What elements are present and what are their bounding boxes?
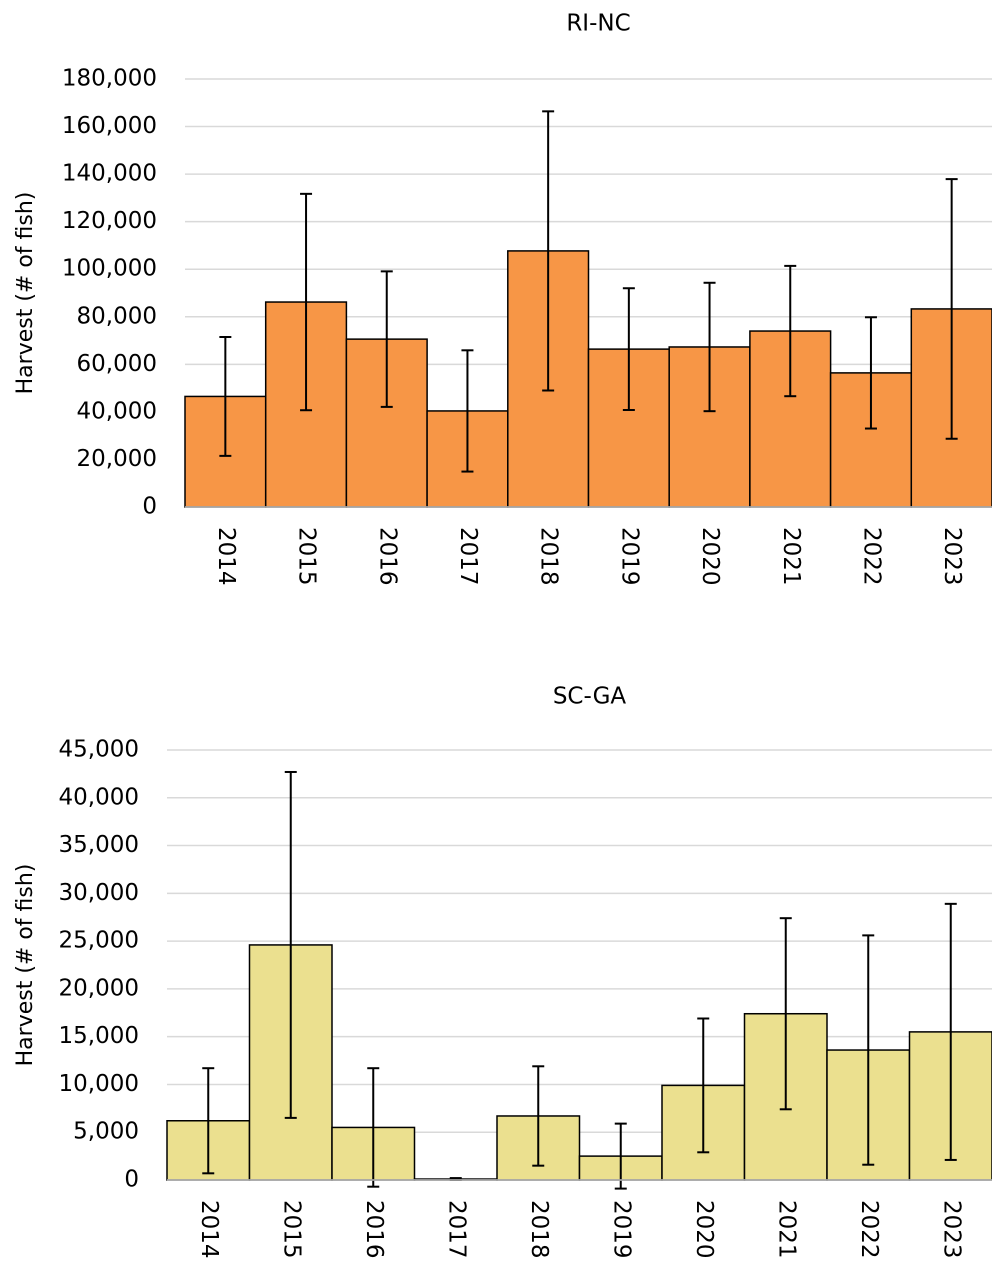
x-tick-label: 2015 [294, 527, 320, 586]
x-tick-label: 2021 [773, 1200, 799, 1259]
x-tick-label: 2018 [536, 527, 562, 586]
error-bar [380, 270, 393, 408]
error-bar [944, 902, 957, 1161]
error-bar [461, 349, 474, 473]
y-tick-label: 25,000 [59, 928, 139, 954]
error-bar [300, 192, 313, 412]
y-tick-label: 60,000 [77, 351, 157, 377]
y-axis-label: Harvest (# of fish) [13, 192, 38, 395]
y-tick-label: 45,000 [59, 737, 139, 763]
y-tick-label: 5,000 [73, 1119, 139, 1145]
error-bar [784, 264, 797, 398]
y-tick-label: 15,000 [59, 1023, 139, 1049]
x-tick-label: 2015 [278, 1200, 304, 1259]
y-tick-label: 180,000 [62, 66, 157, 92]
y-tick-label: 40,000 [77, 398, 157, 424]
error-bar [532, 1065, 545, 1167]
error-bar [862, 934, 875, 1166]
x-tick-label: 2019 [616, 527, 642, 586]
y-tick-label: 0 [124, 1167, 139, 1193]
y-tick-label: 20,000 [59, 975, 139, 1001]
y-tick-label: 80,000 [77, 303, 157, 329]
x-tick-label: 2014 [196, 1200, 222, 1259]
x-tick-label: 2020 [691, 1200, 717, 1259]
error-bar [542, 110, 555, 392]
y-axis-label: Harvest (# of fish) [13, 864, 38, 1067]
error-bar [697, 1017, 710, 1154]
error-bar [703, 281, 716, 413]
y-tick-label: 30,000 [59, 880, 139, 906]
y-tick-label: 140,000 [62, 161, 157, 187]
error-bar [367, 1067, 380, 1188]
x-tick-label: 2017 [455, 527, 481, 586]
error-bar [622, 287, 635, 411]
y-tick-label: 160,000 [62, 113, 157, 139]
x-tick-label: 2016 [374, 527, 400, 586]
y-tick-label: 120,000 [62, 208, 157, 234]
error-bar [945, 178, 958, 440]
x-tick-label: 2014 [213, 527, 239, 586]
error-bar [779, 917, 792, 1111]
y-tick-label: 35,000 [59, 832, 139, 858]
x-tick-label: 2023 [938, 1200, 964, 1259]
error-bar [284, 770, 297, 1119]
x-tick-label: 2018 [526, 1200, 552, 1259]
error-bar [219, 335, 232, 457]
x-tick-label: 2022 [858, 527, 884, 586]
y-tick-label: 0 [142, 494, 157, 520]
x-tick-label: 2017 [443, 1200, 469, 1259]
x-tick-label: 2023 [939, 527, 965, 586]
chart-title: RI-NC [566, 11, 630, 37]
y-tick-label: 100,000 [62, 256, 157, 282]
x-tick-label: 2021 [778, 527, 804, 586]
error-bar [202, 1067, 215, 1175]
error-bar [614, 1122, 627, 1190]
y-tick-label: 20,000 [77, 446, 157, 472]
x-tick-label: 2020 [697, 527, 723, 586]
x-tick-label: 2019 [608, 1200, 634, 1259]
error-bar [864, 316, 877, 430]
y-tick-label: 10,000 [59, 1071, 139, 1097]
y-tick-label: 40,000 [59, 784, 139, 810]
x-tick-label: 2022 [856, 1200, 882, 1259]
x-tick-label: 2016 [361, 1200, 387, 1259]
chart-title: SC-GA [553, 684, 627, 710]
